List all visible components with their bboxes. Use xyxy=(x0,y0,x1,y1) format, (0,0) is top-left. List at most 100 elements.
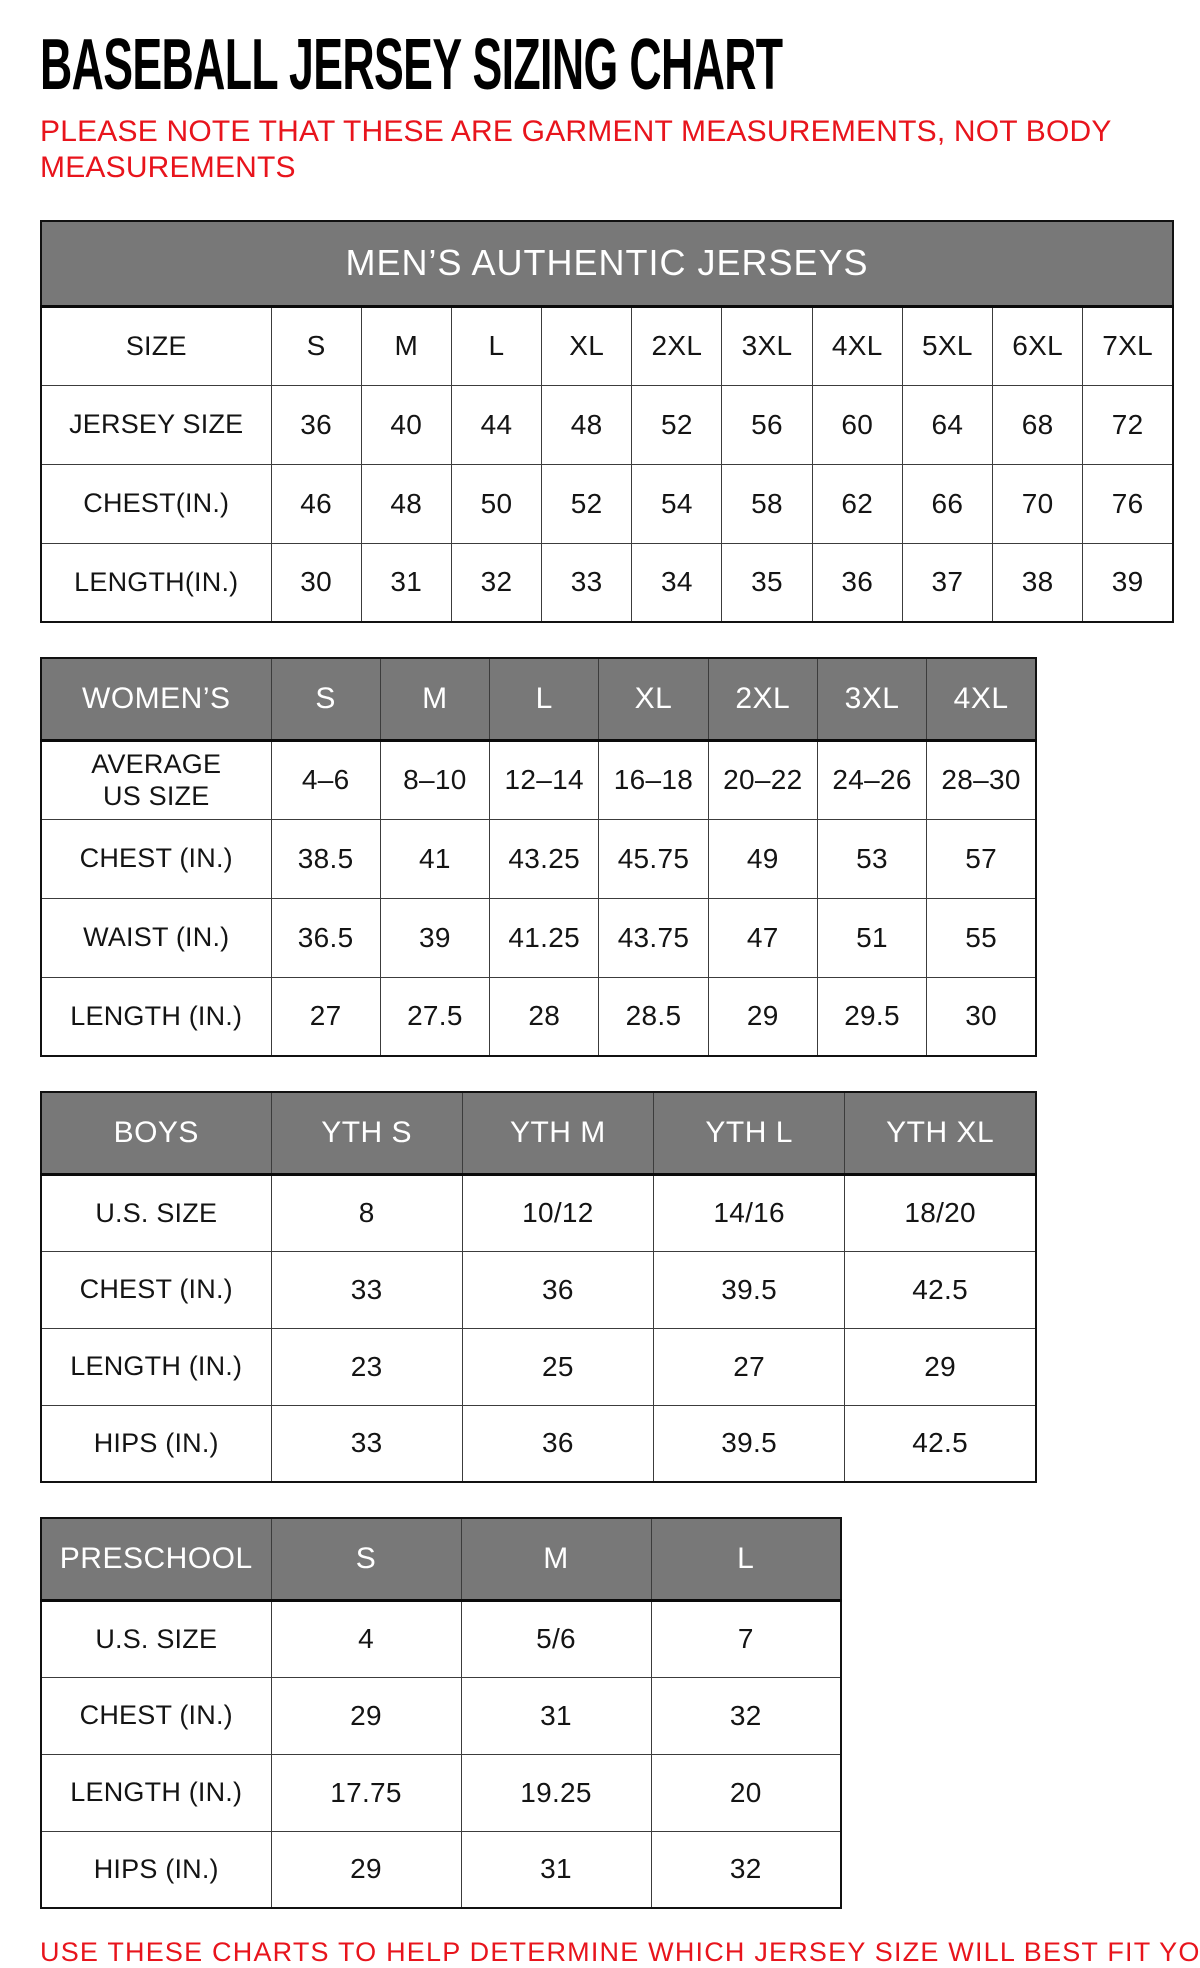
boys-row-label: U.S. SIZE xyxy=(40,1173,272,1252)
mens-size-value: 39 xyxy=(1082,542,1174,623)
mens-size-value: 68 xyxy=(991,384,1084,465)
preschool-size-value: 29 xyxy=(270,1830,462,1909)
mens-table-title: MEN’S AUTHENTIC JERSEYS xyxy=(40,220,1174,308)
preschool-jerseys-table: PRESCHOOL S M L U.S. SIZE 4 5/6 7 CHEST (IN.) 29 3… xyxy=(40,1517,842,1909)
boys-size-value: 36 xyxy=(461,1250,655,1329)
boys-table-row: LENGTH (IN.) 23 25 27 29 xyxy=(40,1327,1037,1406)
mens-size-value: 3XL xyxy=(721,305,813,386)
garment-measurement-note: PLEASE NOTE THAT THESE ARE GARMENT MEASU… xyxy=(40,115,1112,184)
womens-size-value: 29.5 xyxy=(816,976,928,1057)
preschool-size-value: 31 xyxy=(460,1676,652,1755)
womens-size-value: 36.5 xyxy=(270,897,381,978)
womens-size-value: 24–26 xyxy=(816,739,928,820)
womens-size-value: 28 xyxy=(489,976,600,1057)
womens-table-row: AVERAGE US SIZE 4–6 8–10 12–14 16–18 20–22 24–… xyxy=(40,739,1037,820)
womens-size-value: 51 xyxy=(816,897,928,978)
boys-table-row: U.S. SIZE 8 10/12 14/16 18/20 xyxy=(40,1173,1037,1252)
preschool-row-label: CHEST (IN.) xyxy=(40,1676,272,1755)
boys-size-value: 36 xyxy=(461,1404,655,1483)
womens-table-title: WOMEN’S xyxy=(40,657,272,742)
boys-size-value: 39.5 xyxy=(652,1404,846,1483)
mens-size-value: 32 xyxy=(450,542,543,623)
boys-row-label: HIPS (IN.) xyxy=(40,1404,272,1483)
womens-size-value: 38.5 xyxy=(270,818,381,899)
boys-column-header: YTH XL xyxy=(844,1091,1037,1176)
mens-size-value: 35 xyxy=(721,542,813,623)
womens-size-value: 12–14 xyxy=(489,739,600,820)
mens-size-value: 60 xyxy=(811,384,903,465)
mens-size-value: 4XL xyxy=(811,305,903,386)
womens-size-value: 55 xyxy=(926,897,1037,978)
mens-size-value: 38 xyxy=(991,542,1084,623)
boys-size-value: 33 xyxy=(270,1250,463,1329)
womens-table-row: WAIST (IN.) 36.5 39 41.25 43.75 47 51 55 xyxy=(40,897,1037,978)
mens-row-label: CHEST(IN.) xyxy=(40,463,272,544)
mens-size-value: L xyxy=(450,305,543,386)
mens-size-value: 40 xyxy=(360,384,452,465)
womens-column-header: XL xyxy=(598,657,709,742)
boys-size-value: 18/20 xyxy=(844,1173,1037,1252)
boys-row-label: CHEST (IN.) xyxy=(40,1250,272,1329)
womens-size-value: 39 xyxy=(379,897,491,978)
preschool-size-value: 19.25 xyxy=(460,1753,652,1832)
mens-size-value: 62 xyxy=(811,463,903,544)
womens-size-value: 47 xyxy=(707,897,818,978)
womens-size-value: 41 xyxy=(379,818,491,899)
mens-size-value: 56 xyxy=(721,384,813,465)
womens-size-value: 53 xyxy=(816,818,928,899)
mens-size-value: 64 xyxy=(901,384,994,465)
boys-size-value: 8 xyxy=(270,1173,463,1252)
preschool-size-value: 4 xyxy=(270,1599,462,1678)
womens-table-row: CHEST (IN.) 38.5 41 43.25 45.75 49 53 57 xyxy=(40,818,1037,899)
womens-row-label: LENGTH (IN.) xyxy=(40,976,272,1057)
womens-size-value: 28.5 xyxy=(598,976,709,1057)
mens-size-value: 46 xyxy=(270,463,362,544)
boys-table-row: HIPS (IN.) 33 36 39.5 42.5 xyxy=(40,1404,1037,1483)
mens-size-value: 37 xyxy=(901,542,994,623)
womens-column-header: 3XL xyxy=(816,657,928,742)
womens-size-value: 45.75 xyxy=(598,818,709,899)
mens-row-label: LENGTH(IN.) xyxy=(40,542,272,623)
womens-size-value: 30 xyxy=(926,976,1037,1057)
womens-size-value: 28–30 xyxy=(926,739,1037,820)
mens-size-value: 31 xyxy=(360,542,452,623)
preschool-table-row: LENGTH (IN.) 17.75 19.25 20 xyxy=(40,1753,842,1832)
mens-size-value: 34 xyxy=(631,542,723,623)
boys-size-value: 42.5 xyxy=(844,1250,1037,1329)
boys-column-header: YTH M xyxy=(461,1091,655,1176)
preschool-column-header: L xyxy=(650,1517,842,1602)
mens-size-value: 48 xyxy=(541,384,633,465)
boys-header-row: BOYS YTH S YTH M YTH L YTH XL xyxy=(40,1091,1037,1176)
womens-column-header: M xyxy=(379,657,491,742)
mens-size-value: 52 xyxy=(631,384,723,465)
womens-size-value: 27 xyxy=(270,976,381,1057)
mens-size-value: 72 xyxy=(1082,384,1174,465)
mens-size-value: 52 xyxy=(541,463,633,544)
preschool-table-row: CHEST (IN.) 29 31 32 xyxy=(40,1676,842,1755)
mens-size-value: 6XL xyxy=(991,305,1084,386)
mens-size-value: 36 xyxy=(270,384,362,465)
preschool-row-label: U.S. SIZE xyxy=(40,1599,272,1678)
boys-table-title: BOYS xyxy=(40,1091,272,1176)
boys-size-value: 29 xyxy=(844,1327,1037,1406)
preschool-table-row: HIPS (IN.) 29 31 32 xyxy=(40,1830,842,1909)
womens-column-header: L xyxy=(489,657,600,742)
preschool-row-label: HIPS (IN.) xyxy=(40,1830,272,1909)
womens-size-value: 29 xyxy=(707,976,818,1057)
mens-table-row: SIZE S M L XL 2XL 3XL 4XL 5XL 6XL 7XL xyxy=(40,305,1174,386)
preschool-column-header: S xyxy=(270,1517,462,1602)
womens-size-value: 43.25 xyxy=(489,818,600,899)
boys-size-value: 27 xyxy=(652,1327,846,1406)
boys-size-value: 39.5 xyxy=(652,1250,846,1329)
page-title: BASEBALL JERSEY SIZING CHART xyxy=(40,26,1200,104)
preschool-size-value: 32 xyxy=(650,1830,842,1909)
mens-size-value: 54 xyxy=(631,463,723,544)
boys-size-value: 23 xyxy=(270,1327,463,1406)
boys-column-header: YTH S xyxy=(270,1091,463,1176)
mens-size-value: 33 xyxy=(541,542,633,623)
preschool-size-value: 20 xyxy=(650,1753,842,1832)
preschool-size-value: 7 xyxy=(650,1599,842,1678)
womens-column-header: 2XL xyxy=(707,657,818,742)
boys-size-value: 33 xyxy=(270,1404,463,1483)
